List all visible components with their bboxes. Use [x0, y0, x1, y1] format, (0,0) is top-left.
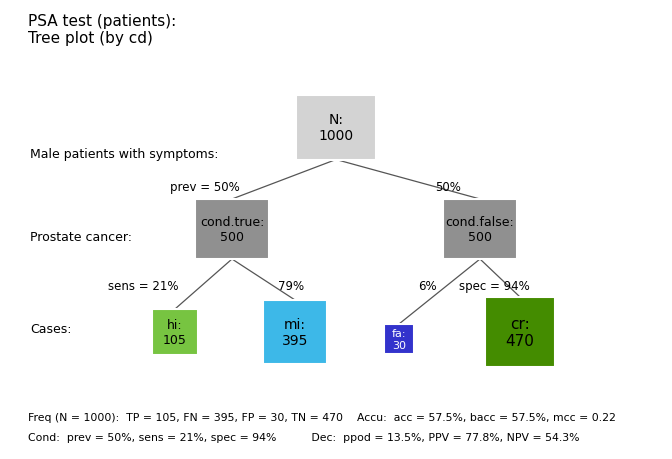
- FancyBboxPatch shape: [384, 325, 414, 354]
- FancyBboxPatch shape: [485, 297, 555, 367]
- FancyBboxPatch shape: [152, 309, 198, 355]
- Text: Male patients with symptoms:: Male patients with symptoms:: [30, 148, 218, 161]
- FancyBboxPatch shape: [263, 300, 327, 364]
- Text: mi:
395: mi: 395: [282, 317, 308, 347]
- Text: hi:
105: hi: 105: [163, 318, 187, 346]
- Text: N:
1000: N: 1000: [319, 112, 353, 143]
- Text: prev = 50%: prev = 50%: [170, 181, 240, 194]
- Text: 6%: 6%: [418, 280, 437, 293]
- Text: Cond:  prev = 50%, sens = 21%, spec = 94%          Dec:  ppod = 13.5%, PPV = 77.: Cond: prev = 50%, sens = 21%, spec = 94%…: [28, 432, 579, 442]
- Text: Freq (N = 1000):  TP = 105, FN = 395, FP = 30, TN = 470    Accu:  acc = 57.5%, b: Freq (N = 1000): TP = 105, FN = 395, FP …: [28, 412, 616, 422]
- Text: PSA test (patients):
Tree plot (by cd): PSA test (patients): Tree plot (by cd): [28, 14, 176, 46]
- Text: 50%: 50%: [435, 181, 461, 194]
- Text: fa:
30: fa: 30: [392, 329, 407, 350]
- Text: Cases:: Cases:: [30, 323, 71, 336]
- Text: Prostate cancer:: Prostate cancer:: [30, 231, 132, 244]
- Text: sens = 21%: sens = 21%: [108, 280, 178, 293]
- Text: spec = 94%: spec = 94%: [459, 280, 530, 293]
- Text: 79%: 79%: [278, 280, 304, 293]
- Text: cond.false:
500: cond.false: 500: [446, 216, 514, 243]
- FancyBboxPatch shape: [296, 95, 376, 160]
- Text: cr:
470: cr: 470: [505, 316, 534, 348]
- Text: cond.true:
500: cond.true: 500: [200, 216, 264, 243]
- FancyBboxPatch shape: [195, 200, 269, 259]
- FancyBboxPatch shape: [443, 200, 517, 259]
